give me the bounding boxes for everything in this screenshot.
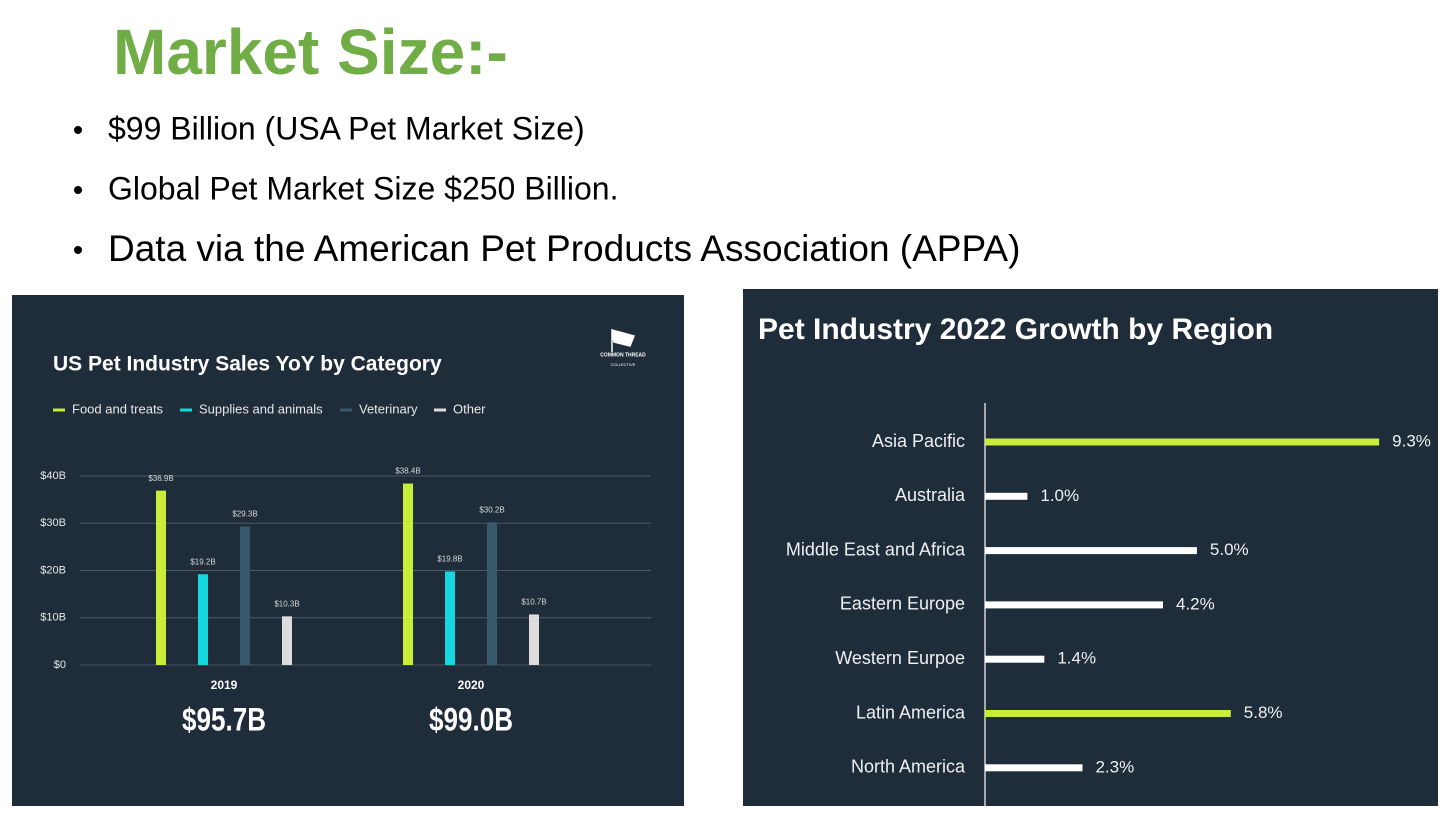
value-label: $10.3B bbox=[274, 599, 299, 608]
bar bbox=[198, 574, 208, 665]
value-label: 5.0% bbox=[1210, 540, 1249, 559]
value-label: $36.9B bbox=[148, 474, 173, 483]
bullet-dot bbox=[74, 186, 82, 194]
value-label: $38.4B bbox=[395, 467, 420, 476]
y-tick-label: $0 bbox=[54, 659, 66, 671]
legend-label: Other bbox=[453, 401, 486, 416]
bullet-dot bbox=[74, 246, 82, 254]
bar bbox=[985, 492, 1028, 500]
bar bbox=[529, 614, 539, 665]
y-tick-label: $30B bbox=[40, 517, 66, 529]
bar bbox=[282, 616, 292, 665]
y-tick-label: Australia bbox=[895, 485, 966, 505]
value-label: 2.3% bbox=[1095, 757, 1134, 776]
legend-label: Veterinary bbox=[359, 401, 418, 416]
y-tick-label: Asia Pacific bbox=[872, 431, 965, 451]
bar bbox=[985, 601, 1163, 609]
bar bbox=[403, 483, 413, 665]
bar bbox=[240, 526, 250, 665]
value-label: 9.3% bbox=[1392, 431, 1431, 450]
legend-label: Food and treats bbox=[72, 401, 164, 416]
logo-sub: COLLECTIVE bbox=[611, 362, 636, 367]
bar bbox=[487, 522, 497, 665]
y-tick-label: $10B bbox=[40, 612, 66, 624]
logo-flag bbox=[611, 328, 636, 352]
value-label: 5.8% bbox=[1244, 703, 1283, 722]
x-tick-label: 2019 bbox=[211, 678, 238, 692]
bar bbox=[445, 571, 455, 665]
logo: COMMON THREAD bbox=[600, 352, 646, 358]
category-total: $99.0B bbox=[429, 701, 513, 737]
y-tick-label: North America bbox=[851, 757, 966, 777]
chart-title: US Pet Industry Sales YoY by Category bbox=[53, 353, 442, 376]
y-tick-label: Eastern Europe bbox=[840, 594, 965, 614]
x-tick-label: 2020 bbox=[458, 678, 485, 692]
y-tick-label: Middle East and Africa bbox=[786, 539, 966, 559]
bullet: Global Pet Market Size $250 Billion. bbox=[108, 170, 618, 206]
value-label: $29.3B bbox=[232, 510, 257, 519]
bar bbox=[985, 547, 1197, 555]
bar bbox=[985, 764, 1083, 772]
y-tick-label: $20B bbox=[40, 564, 66, 576]
value-label: $30.2B bbox=[479, 505, 504, 514]
value-label: 1.0% bbox=[1040, 486, 1079, 505]
slide-title: Market Size:- bbox=[113, 16, 508, 88]
value-label: $10.7B bbox=[521, 598, 546, 607]
bar bbox=[985, 438, 1380, 446]
value-label: $19.2B bbox=[190, 557, 215, 566]
bar bbox=[985, 710, 1231, 717]
value-label: $19.8B bbox=[437, 555, 462, 564]
chart-panel bbox=[12, 295, 684, 806]
y-tick-label: $40B bbox=[40, 470, 66, 482]
chart-title: Pet Industry 2022 Growth by Region bbox=[758, 313, 1273, 346]
bar bbox=[985, 655, 1045, 663]
y-tick-label: Latin America bbox=[856, 702, 966, 722]
bullet-dot bbox=[74, 126, 82, 134]
category-total: $95.7B bbox=[182, 701, 266, 737]
value-label: 1.4% bbox=[1057, 649, 1096, 668]
y-tick-label: Western Eurpoe bbox=[835, 648, 965, 668]
legend-label: Supplies and animals bbox=[199, 401, 323, 416]
bar bbox=[156, 490, 166, 665]
bullet: Data via the American Pet Products Assoc… bbox=[108, 228, 1020, 269]
value-label: 4.2% bbox=[1176, 594, 1215, 613]
bullet: $99 Billion (USA Pet Market Size) bbox=[108, 110, 585, 146]
